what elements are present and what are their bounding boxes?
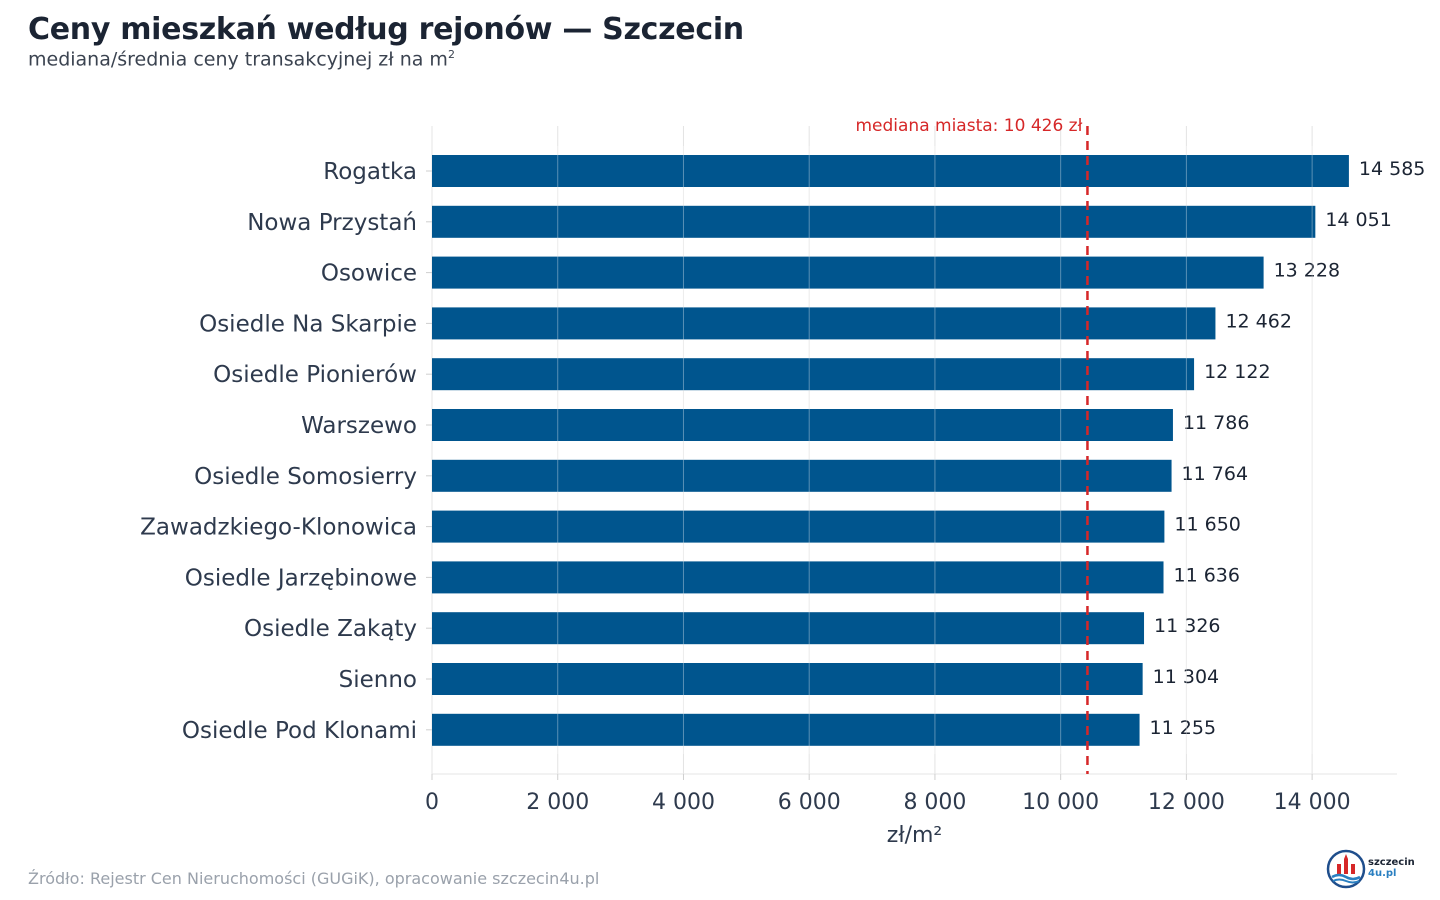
value-label: 14 585: [1359, 158, 1425, 180]
bar: [432, 713, 1140, 746]
x-tick-label: 14 000: [1274, 790, 1351, 815]
value-label: 14 051: [1325, 209, 1391, 231]
bar: [432, 155, 1349, 187]
value-label: 11 326: [1154, 615, 1220, 637]
bar: [432, 409, 1173, 441]
x-tick-label: 12 000: [1148, 790, 1225, 815]
y-tick-label: Osiedle Jarzębinowe: [185, 565, 417, 591]
y-tick-label: Nowa Przystań: [247, 210, 417, 236]
value-label: 11 304: [1153, 666, 1219, 688]
x-tick-label: 10 000: [1022, 790, 1099, 815]
y-tick-label: Sienno: [339, 667, 417, 693]
chart-title: Ceny mieszkań według rejonów — Szczecin: [28, 12, 744, 47]
subtitle-text: mediana/średnia ceny transakcyjnej zł na…: [28, 48, 448, 71]
value-label: 12 122: [1204, 361, 1270, 383]
x-tick-label: 6 000: [778, 790, 841, 815]
value-label: 12 462: [1225, 310, 1291, 332]
y-tick-label: Osiedle Zakąty: [244, 616, 417, 642]
bar: [432, 358, 1195, 391]
bar: [432, 612, 1145, 645]
source-note: Źródło: Rejestr Cen Nieruchomości (GUGiK…: [28, 869, 600, 888]
logo-text: szczecin 4u.pl: [1368, 857, 1415, 879]
bar: [432, 307, 1216, 340]
value-label: 11 650: [1174, 514, 1240, 536]
median-reference-label: mediana miasta: 10 426 zł: [855, 116, 1082, 136]
x-tick-label: 4 000: [652, 790, 715, 815]
y-tick-label: Osiedle Pionierów: [213, 362, 417, 388]
value-label: 11 764: [1182, 463, 1248, 485]
bar: [432, 205, 1316, 238]
y-tick-label: Osowice: [321, 261, 417, 287]
y-tick-label: Osiedle Somosierry: [194, 464, 417, 490]
x-tick-label: 2 000: [526, 790, 589, 815]
y-tick-label: Osiedle Na Skarpie: [199, 311, 417, 337]
site-logo: szczecin 4u.pl: [1326, 849, 1416, 891]
bar: [432, 459, 1172, 492]
subtitle-superscript: 2: [447, 48, 455, 61]
logo-icon: [1326, 849, 1366, 889]
bar: [432, 510, 1165, 543]
y-tick-label: Rogatka: [323, 159, 417, 185]
logo-line1: szczecin: [1368, 857, 1415, 868]
bar: [432, 561, 1164, 594]
value-label: 11 636: [1174, 564, 1240, 586]
x-axis-label: zł/m²: [887, 823, 942, 848]
bar: [432, 256, 1264, 289]
value-label: 11 786: [1183, 412, 1249, 434]
logo-line2: 4u.pl: [1368, 868, 1397, 879]
y-tick-label: Osiedle Pod Klonami: [182, 718, 417, 744]
y-tick-label: Warszewo: [301, 413, 417, 439]
chart-subtitle: mediana/średnia ceny transakcyjnej zł na…: [28, 48, 455, 70]
bar: [432, 663, 1143, 695]
x-tick-label: 8 000: [903, 790, 966, 815]
value-label: 11 255: [1150, 717, 1216, 739]
x-tick-label: 0: [425, 790, 439, 815]
value-label: 13 228: [1274, 260, 1340, 282]
y-tick-label: Zawadzkiego-Klonowica: [140, 515, 417, 541]
